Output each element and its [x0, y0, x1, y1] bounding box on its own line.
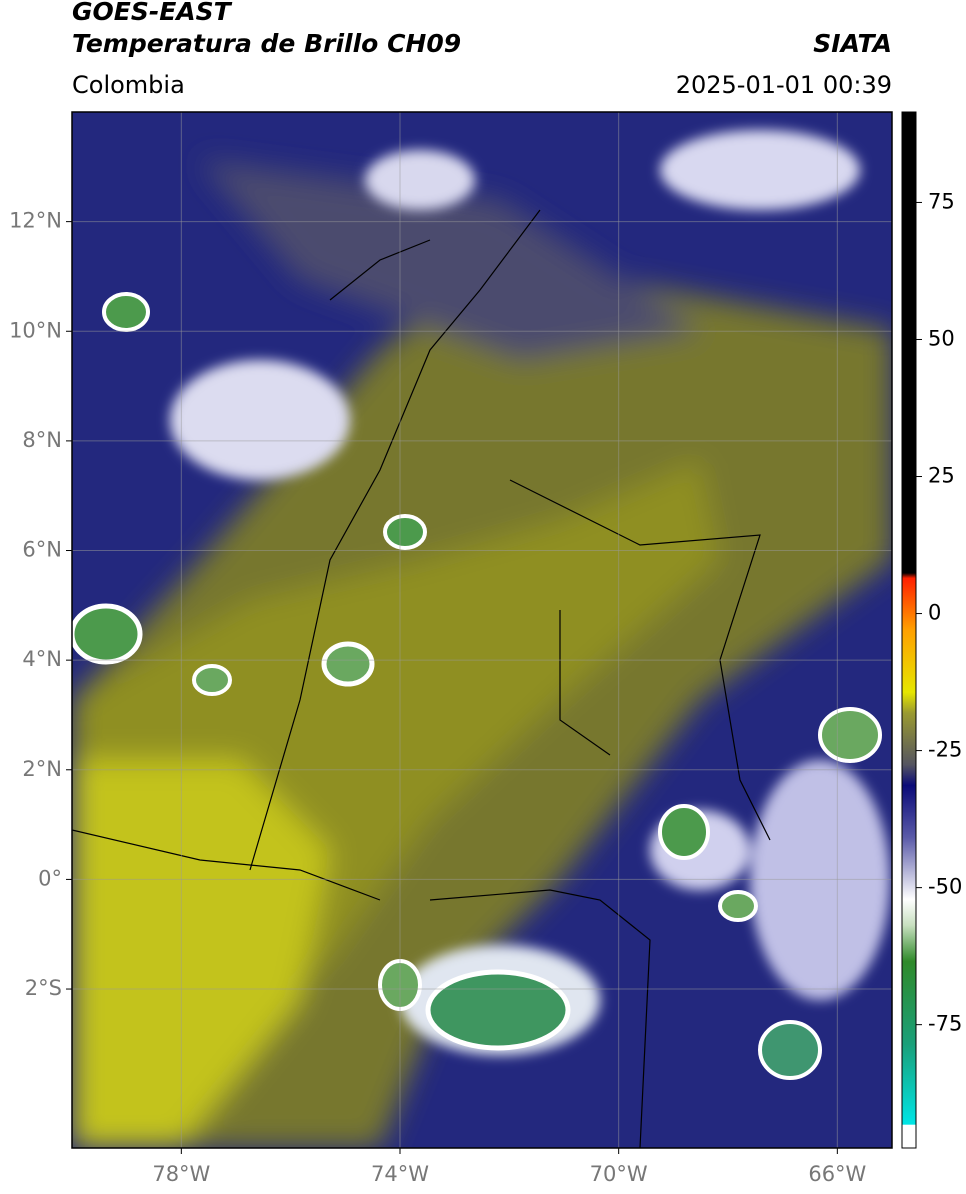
y-tick-label: 4°N — [22, 647, 62, 671]
satellite-image — [72, 112, 892, 1148]
datetime: 2025-01-01 00:39 — [676, 71, 892, 99]
x-tick-label: 70°W — [590, 1162, 648, 1186]
y-tick-label: 0° — [38, 866, 62, 890]
title: GOES-EAST — [72, 0, 233, 26]
x-tick-label: 78°W — [152, 1162, 210, 1186]
subtitle: Temperatura de Brillo CH09 — [72, 29, 461, 58]
y-tick-label: 10°N — [9, 318, 62, 342]
region: Colombia — [72, 71, 185, 99]
colorbar-tick-label: 0 — [928, 601, 941, 625]
y-tick-label: 2°S — [25, 976, 62, 1000]
colorbar-tick-label: -75 — [928, 1012, 962, 1036]
colorbar-tick-label: -50 — [928, 875, 962, 899]
y-tick-label: 6°N — [22, 538, 62, 562]
y-tick-label: 2°N — [22, 757, 62, 781]
map-frame — [71, 111, 893, 1149]
colorbar-tick-label: 75 — [928, 189, 955, 213]
colorbar-tick-label: -25 — [928, 738, 962, 762]
source: SIATA — [813, 29, 892, 58]
borders — [72, 209, 771, 1148]
colorbar-tick-label: 50 — [928, 326, 955, 350]
colorbar-tick-label: 25 — [928, 464, 955, 488]
colorbar — [901, 111, 917, 1149]
x-tick-label: 74°W — [371, 1162, 429, 1186]
y-tick-label: 8°N — [22, 428, 62, 452]
cold-cloud-tops — [72, 292, 882, 1080]
x-tick-label: 66°W — [808, 1162, 866, 1186]
y-tick-label: 12°N — [9, 209, 62, 233]
